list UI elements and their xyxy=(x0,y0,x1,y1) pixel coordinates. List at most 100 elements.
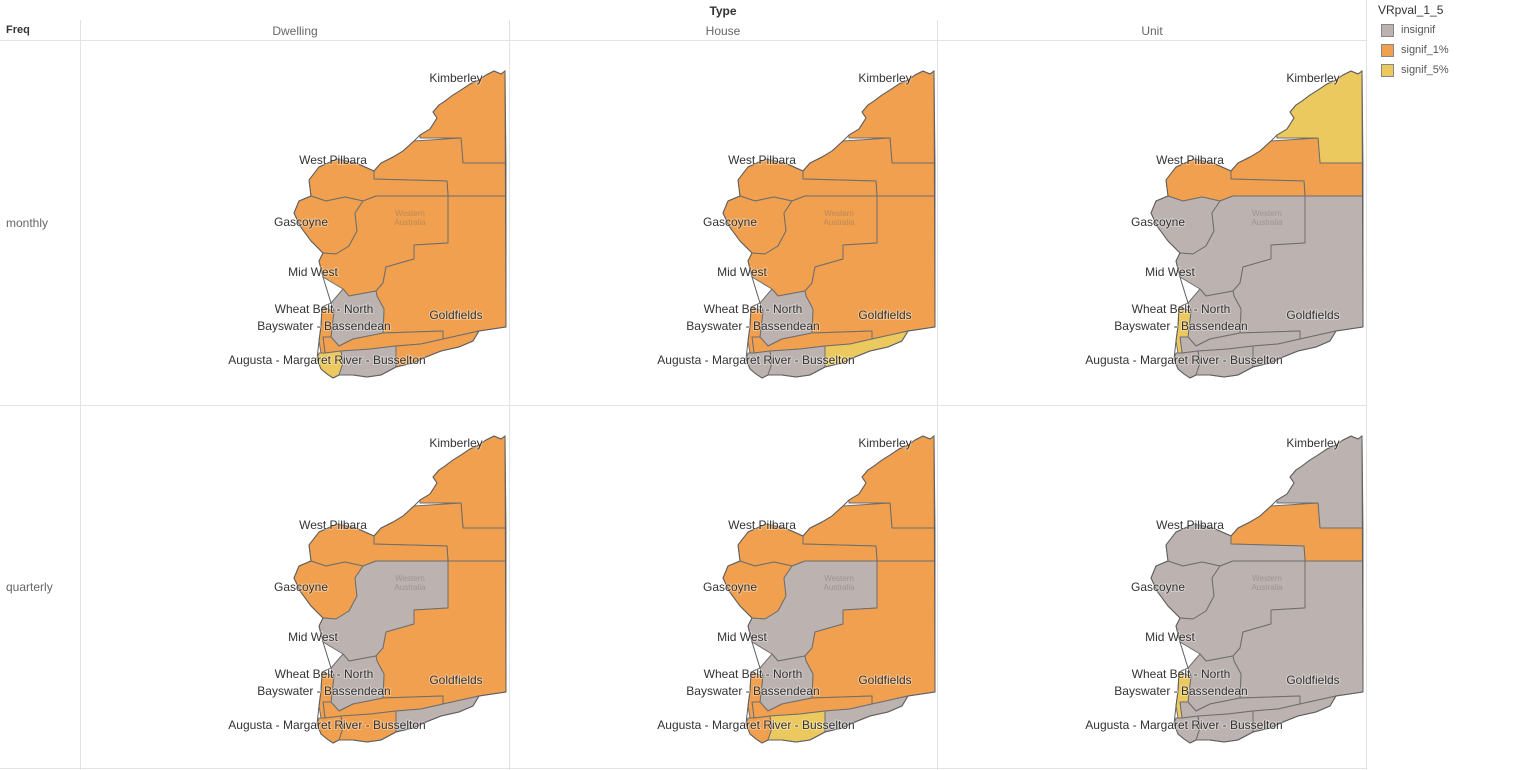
region-label-kimberley: Kimberley xyxy=(858,71,911,85)
bottom-divider xyxy=(0,768,1366,769)
region-label-gascoyne: Gascoyne xyxy=(703,580,757,594)
state-name-label: Australia xyxy=(1251,583,1283,592)
region-label-goldfields: Goldfields xyxy=(858,673,911,687)
region-label-west-pilbara: West Pilbara xyxy=(299,518,367,532)
region-label-wheat-belt-north: Wheat Belt - North xyxy=(704,667,803,681)
region-label-goldfields: Goldfields xyxy=(1286,673,1339,687)
column-divider-2 xyxy=(937,20,938,770)
legend-item-signif-1[interactable]: signif_1% xyxy=(1378,40,1449,60)
region-label-bayswater-bassendean: Bayswater - Bassendean xyxy=(1114,684,1247,698)
region-label-goldfields: Goldfields xyxy=(429,308,482,322)
region-label-goldfields: Goldfields xyxy=(429,673,482,687)
region-label-mid-west: Mid West xyxy=(288,630,338,644)
map-panel-monthly-house[interactable]: Western Australia Kimberley West Pilbara Gas… xyxy=(510,41,938,405)
state-coastline xyxy=(722,70,936,379)
column-header-dwelling: Dwelling xyxy=(272,24,318,38)
region-label-west-pilbara: West Pilbara xyxy=(728,518,796,532)
column-header-unit: Unit xyxy=(1141,24,1163,38)
state-coastline xyxy=(293,70,507,379)
state-name-label: Australia xyxy=(394,583,426,592)
region-label-goldfields: Goldfields xyxy=(858,308,911,322)
region-label-mid-west: Mid West xyxy=(1145,265,1195,279)
region-label-bayswater-bassendean: Bayswater - Bassendean xyxy=(686,684,819,698)
region-label-augusta-busselton: Augusta - Margaret River - Busselton xyxy=(657,718,854,732)
state-name-label: Western xyxy=(824,574,854,583)
legend-label-insignif: insignif xyxy=(1401,24,1436,36)
map-panel-monthly-dwelling[interactable]: Western Australia Kimberley West Pilbara Gas… xyxy=(81,41,509,405)
region-label-goldfields: Goldfields xyxy=(1286,308,1339,322)
region-label-west-pilbara: West Pilbara xyxy=(728,153,796,167)
region-label-gascoyne: Gascoyne xyxy=(1131,215,1185,229)
legend-label-signif-1: signif_1% xyxy=(1401,44,1449,56)
region-label-augusta-busselton: Augusta - Margaret River - Busselton xyxy=(1085,353,1282,367)
row-divider xyxy=(0,405,1366,406)
state-coastline xyxy=(1150,70,1364,379)
map-panel-quarterly-unit[interactable]: Western Australia Kimberley West Pilbara Gas… xyxy=(938,406,1366,770)
legend-swatch-signif-5 xyxy=(1381,63,1394,77)
state-name-label: Australia xyxy=(394,218,426,227)
region-label-mid-west: Mid West xyxy=(717,265,767,279)
state-name-label: Western xyxy=(1252,209,1282,218)
region-label-gascoyne: Gascoyne xyxy=(1131,580,1185,594)
legend-title: VRpval_1_5 xyxy=(1378,3,1444,17)
row-header-quarterly: quarterly xyxy=(6,580,53,594)
column-divider-1 xyxy=(509,20,510,770)
region-label-augusta-busselton: Augusta - Margaret River - Busselton xyxy=(657,353,854,367)
region-label-wheat-belt-north: Wheat Belt - North xyxy=(1132,667,1231,681)
region-label-wheat-belt-north: Wheat Belt - North xyxy=(704,302,803,316)
state-coastline xyxy=(722,435,936,744)
region-label-wheat-belt-north: Wheat Belt - North xyxy=(275,302,374,316)
region-label-bayswater-bassendean: Bayswater - Bassendean xyxy=(257,684,390,698)
column-header-house: House xyxy=(705,24,741,38)
state-name-label: Australia xyxy=(823,583,855,592)
state-name-label: Australia xyxy=(823,218,855,227)
legend-swatch-signif-1 xyxy=(1381,43,1394,57)
region-label-kimberley: Kimberley xyxy=(1286,436,1339,450)
row-field-header: Freq xyxy=(6,24,30,36)
state-name-label: Western xyxy=(395,209,425,218)
map-panel-quarterly-house[interactable]: Western Australia Kimberley West Pilbara Gas… xyxy=(510,406,938,770)
column-field-title: Type xyxy=(709,4,737,18)
region-label-west-pilbara: West Pilbara xyxy=(1156,518,1224,532)
region-label-wheat-belt-north: Wheat Belt - North xyxy=(1132,302,1231,316)
region-label-gascoyne: Gascoyne xyxy=(274,215,328,229)
region-label-wheat-belt-north: Wheat Belt - North xyxy=(275,667,374,681)
region-label-augusta-busselton: Augusta - Margaret River - Busselton xyxy=(228,718,425,732)
region-label-kimberley: Kimberley xyxy=(429,436,482,450)
region-label-west-pilbara: West Pilbara xyxy=(299,153,367,167)
region-label-kimberley: Kimberley xyxy=(429,71,482,85)
legend-label-signif-5: signif_5% xyxy=(1401,64,1449,76)
header-divider xyxy=(0,40,1366,41)
region-label-bayswater-bassendean: Bayswater - Bassendean xyxy=(257,319,390,333)
region-label-bayswater-bassendean: Bayswater - Bassendean xyxy=(1114,319,1247,333)
state-coastline xyxy=(1150,435,1364,744)
region-label-west-pilbara: West Pilbara xyxy=(1156,153,1224,167)
legend-swatch-insignif xyxy=(1381,23,1394,37)
map-panel-quarterly-dwelling[interactable]: Western Australia Kimberley West Pilbara Gas… xyxy=(81,406,509,770)
region-label-mid-west: Mid West xyxy=(288,265,338,279)
state-name-label: Western xyxy=(395,574,425,583)
region-label-kimberley: Kimberley xyxy=(1286,71,1339,85)
region-label-augusta-busselton: Augusta - Margaret River - Busselton xyxy=(228,353,425,367)
view-right-edge xyxy=(1366,0,1367,770)
map-panel-monthly-unit[interactable]: Western Australia Kimberley West Pilbara Gas… xyxy=(938,41,1366,405)
state-coastline xyxy=(293,435,507,744)
region-label-mid-west: Mid West xyxy=(717,630,767,644)
state-name-label: Western xyxy=(1252,574,1282,583)
legend-item-insignif[interactable]: insignif xyxy=(1378,20,1449,40)
state-name-label: Australia xyxy=(1251,218,1283,227)
region-label-kimberley: Kimberley xyxy=(858,436,911,450)
region-label-gascoyne: Gascoyne xyxy=(703,215,757,229)
color-legend: VRpval_1_5 insignif signif_1% signif_5% xyxy=(1378,3,1449,80)
state-name-label: Western xyxy=(824,209,854,218)
region-label-gascoyne: Gascoyne xyxy=(274,580,328,594)
region-label-augusta-busselton: Augusta - Margaret River - Busselton xyxy=(1085,718,1282,732)
region-label-bayswater-bassendean: Bayswater - Bassendean xyxy=(686,319,819,333)
legend-item-signif-5[interactable]: signif_5% xyxy=(1378,60,1449,80)
